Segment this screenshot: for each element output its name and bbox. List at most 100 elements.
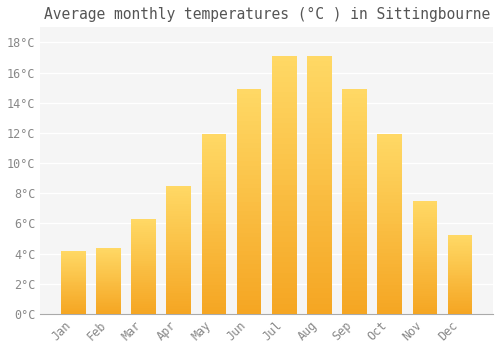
Bar <box>166 265 191 268</box>
Bar <box>131 265 156 266</box>
Bar <box>378 141 402 145</box>
Bar <box>448 304 472 306</box>
Bar <box>202 220 226 224</box>
Bar <box>131 240 156 242</box>
Bar <box>412 294 438 296</box>
Bar <box>166 288 191 291</box>
Bar <box>61 308 86 309</box>
Bar <box>272 205 296 211</box>
Bar <box>342 292 367 296</box>
Bar <box>378 224 402 228</box>
Bar <box>412 201 438 314</box>
Bar <box>237 89 262 314</box>
Bar <box>202 141 226 145</box>
Bar <box>131 285 156 287</box>
Bar <box>166 198 191 201</box>
Bar <box>131 308 156 310</box>
Bar <box>342 237 367 242</box>
Bar <box>166 281 191 283</box>
Bar <box>131 299 156 301</box>
Bar <box>272 118 296 123</box>
Bar <box>412 300 438 302</box>
Bar <box>307 133 332 139</box>
Bar <box>131 253 156 255</box>
Bar <box>166 311 191 314</box>
Bar <box>307 97 332 103</box>
Bar <box>412 251 438 253</box>
Bar <box>61 295 86 296</box>
Bar <box>412 221 438 223</box>
Bar <box>61 281 86 282</box>
Bar <box>166 201 191 204</box>
Bar <box>412 271 438 273</box>
Bar <box>272 190 296 195</box>
Bar <box>272 299 296 303</box>
Bar <box>378 174 402 177</box>
Bar <box>412 266 438 269</box>
Bar <box>131 255 156 257</box>
Bar <box>412 237 438 239</box>
Bar <box>272 154 296 159</box>
Bar <box>448 246 472 248</box>
Bar <box>96 253 120 254</box>
Bar <box>272 221 296 226</box>
Bar <box>131 236 156 238</box>
Bar <box>202 249 226 253</box>
Bar <box>96 273 120 274</box>
Bar <box>166 232 191 235</box>
Bar <box>202 199 226 203</box>
Bar <box>96 249 120 250</box>
Bar <box>131 287 156 289</box>
Bar <box>342 175 367 179</box>
Bar <box>378 274 402 278</box>
Bar <box>307 237 332 242</box>
Bar <box>307 77 332 82</box>
Bar <box>96 279 120 281</box>
Bar <box>202 310 226 314</box>
Bar <box>378 271 402 274</box>
Bar <box>412 201 438 203</box>
Bar <box>378 238 402 242</box>
Bar <box>272 283 296 288</box>
Bar <box>342 139 367 143</box>
Bar <box>412 223 438 226</box>
Bar <box>202 177 226 181</box>
Bar <box>342 193 367 197</box>
Bar <box>342 107 367 112</box>
Bar <box>412 219 438 221</box>
Bar <box>378 242 402 246</box>
Bar <box>272 262 296 267</box>
Bar <box>448 301 472 303</box>
Bar <box>272 293 296 299</box>
Bar <box>237 256 262 260</box>
Bar <box>237 98 262 103</box>
Bar <box>202 274 226 278</box>
Bar <box>342 256 367 260</box>
Bar <box>61 301 86 302</box>
Bar <box>272 82 296 87</box>
Bar <box>448 272 472 273</box>
Bar <box>412 309 438 312</box>
Bar <box>202 257 226 260</box>
Bar <box>237 143 262 148</box>
Bar <box>342 170 367 175</box>
Bar <box>131 295 156 297</box>
Bar <box>202 228 226 231</box>
Bar <box>237 152 262 156</box>
Bar <box>202 188 226 192</box>
Bar <box>342 251 367 256</box>
Bar <box>272 164 296 169</box>
Bar <box>131 302 156 304</box>
Bar <box>448 300 472 301</box>
Bar <box>202 156 226 160</box>
Bar <box>412 287 438 289</box>
Bar <box>131 232 156 234</box>
Bar <box>202 282 226 285</box>
Bar <box>448 295 472 297</box>
Bar <box>96 271 120 273</box>
Bar <box>342 265 367 269</box>
Bar <box>272 195 296 201</box>
Bar <box>166 255 191 258</box>
Bar <box>131 274 156 276</box>
Bar <box>131 266 156 268</box>
